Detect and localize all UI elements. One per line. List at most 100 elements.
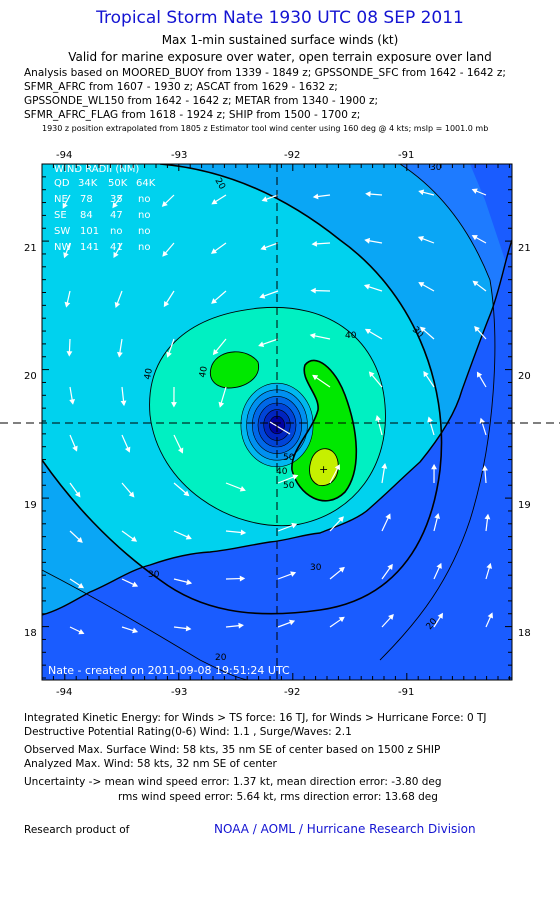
wind-arrow-head	[381, 462, 388, 469]
wind-arrow-head	[437, 612, 443, 619]
wind-arrow-head	[162, 250, 169, 257]
contour-label: 20	[215, 653, 227, 663]
lon-tick-label: -92	[284, 150, 300, 161]
wind-arrow-head	[114, 301, 121, 308]
radii-cell: no	[138, 242, 150, 253]
radii-cell: no	[138, 210, 150, 221]
wind-arrow-head	[289, 619, 296, 626]
contour-label: 40	[276, 467, 288, 477]
subtitle-wind-type: Max 1-min sustained surface winds (kt)	[161, 33, 399, 47]
radii-header-64k: 64K	[136, 178, 156, 189]
axis-ticks	[41, 163, 512, 680]
wind-arrow-head	[487, 612, 493, 619]
wind-arrow-head	[74, 491, 81, 498]
lat-labels-left: 21 20 19 18	[24, 243, 37, 639]
wind-arrow-head	[76, 537, 83, 543]
radii-cell: no	[138, 194, 150, 205]
wind-arrow-head	[363, 283, 370, 290]
wind-arrow-head	[312, 374, 319, 381]
wind-arrow-head	[364, 328, 372, 335]
wind-arrow-head	[419, 326, 426, 333]
lon-tick-label: -91	[398, 687, 414, 698]
contour-20-south	[42, 569, 251, 680]
wind-arrow-head	[66, 351, 73, 357]
wind-arrow-head	[482, 465, 488, 471]
wind-arrow-head	[72, 445, 78, 452]
radii-cell: NE	[54, 194, 68, 205]
land-mass	[42, 239, 512, 680]
uncertainty-rms: rms wind speed error: 5.64 kt, rms direc…	[118, 791, 438, 803]
lon-tick-label: -93	[171, 150, 187, 161]
wind-arrow-head	[431, 463, 437, 470]
lon-tick-label: -94	[56, 687, 72, 698]
max-wind-marker: +	[319, 463, 328, 476]
map-credit: Nate - created on 2011-09-08 19:51:24 UT…	[48, 664, 290, 677]
wind-arrow-head	[291, 522, 298, 529]
contour-label: 30	[430, 163, 442, 173]
contour-30	[42, 164, 443, 615]
radii-cell: no	[110, 226, 122, 237]
contour-50	[291, 359, 358, 502]
wind-arrow-head	[62, 202, 68, 209]
wind-arrow-head	[185, 625, 192, 632]
wind-arrow-head	[163, 300, 170, 308]
wind-arrow-head	[211, 298, 218, 304]
observed-max-wind: Observed Max. Surface Wind: 58 kts, 35 n…	[24, 744, 441, 756]
contour-label: 30	[148, 570, 160, 580]
wind-arrow-head	[311, 240, 318, 247]
wind-arrow-head	[418, 189, 425, 196]
analysis-line: Analysis based on MOORED_BUOY from 1339 …	[24, 67, 506, 79]
noaa-link[interactable]: NOAA / AOML / Hurricane Research Divisio…	[214, 822, 476, 836]
contour-label: 40	[143, 367, 155, 380]
wind-arrow-head	[368, 371, 375, 378]
wind-arrow-head	[309, 333, 316, 339]
radii-cell: 101	[80, 226, 99, 237]
wind-arrow-head	[486, 562, 493, 569]
lat-tick-label: 21	[24, 243, 37, 254]
wind-arrow-head	[69, 398, 76, 405]
wind-arrow-head	[63, 252, 69, 259]
contour-lines	[42, 164, 496, 680]
wind-arrow-head	[171, 402, 177, 408]
wind-arrow-head	[64, 301, 71, 308]
lat-tick-label: 19	[518, 500, 531, 511]
ike-text: Integrated Kinetic Energy: for Winds > T…	[24, 712, 487, 724]
radii-header-50k: 50K	[108, 178, 128, 189]
wind-arrow-head	[364, 237, 371, 244]
wind-arrow-head	[113, 251, 119, 259]
wind-arrow-head	[132, 627, 139, 634]
wind-radii-title: WIND RADII (NM)	[54, 164, 139, 175]
wind-arrow-head	[261, 196, 268, 202]
coastline-edge	[42, 239, 512, 616]
radii-cell: 141	[80, 242, 99, 253]
lat-tick-label: 19	[24, 500, 37, 511]
wind-arrow-head	[427, 416, 433, 423]
contour-60	[309, 448, 339, 487]
contour-40	[149, 306, 386, 527]
wind-radii-table: WIND RADII (NM) QD 34K 50K 64K NE 78 35 no S…	[54, 164, 156, 253]
map-title: Tropical Storm Nate 1930 UTC 08 SEP 2011	[96, 8, 464, 28]
lon-labels-bottom: -94 -93 -92 -91	[56, 687, 414, 698]
wind-band-50-60-northwest	[210, 351, 259, 388]
wind-arrow-head	[211, 198, 218, 205]
wind-arrow-head	[131, 536, 138, 542]
wind-arrow-head	[472, 280, 479, 287]
wind-arrow-head	[385, 513, 391, 520]
wind-arrow-head	[387, 563, 393, 570]
wind-arrow-head	[78, 628, 85, 635]
lat-labels-right: 21 20 19 18	[518, 243, 531, 639]
wind-arrow-head	[290, 571, 297, 577]
wind-arrow-head	[338, 616, 345, 623]
wind-arrow-head	[310, 287, 316, 294]
radii-header-quadrant: QD	[54, 178, 70, 189]
lon-tick-label: -93	[171, 687, 187, 698]
lat-tick-label: 18	[24, 628, 37, 639]
wind-arrow-head	[117, 351, 123, 358]
contour-label: 50	[283, 453, 295, 463]
lon-tick-label: -91	[398, 150, 414, 161]
uncertainty-mean: Uncertainty -> mean wind speed error: 1.…	[24, 776, 442, 788]
wind-arrow-head	[238, 622, 244, 629]
wind-arrow-head	[471, 235, 478, 241]
wind-arrow-head	[436, 562, 442, 569]
lat-tick-label: 20	[24, 371, 37, 382]
